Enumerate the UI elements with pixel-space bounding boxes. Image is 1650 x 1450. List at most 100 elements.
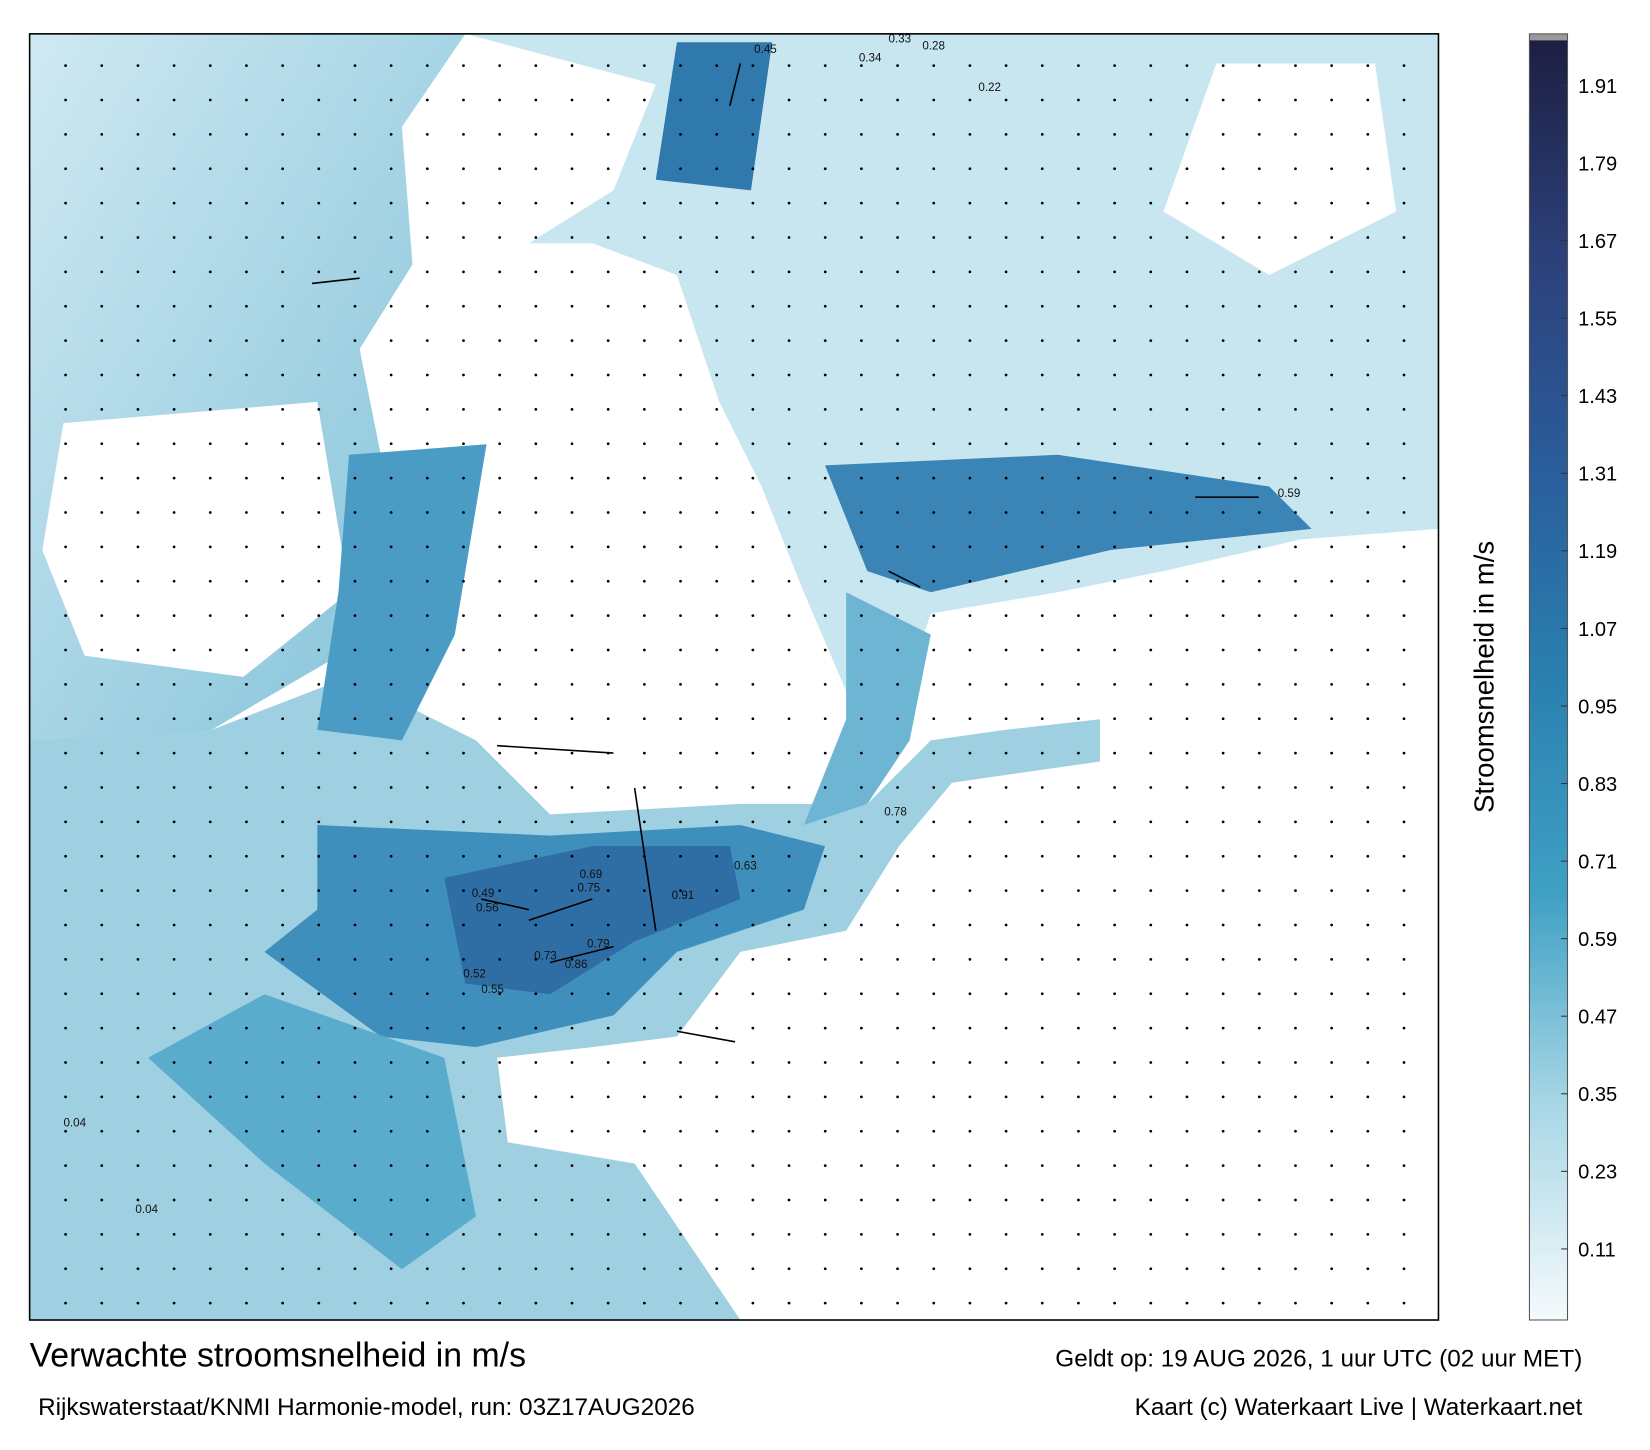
grid-dot: [679, 1267, 682, 1271]
grid-dot: [1257, 992, 1261, 996]
grid-dot: [389, 476, 393, 480]
grid-dot: [1257, 957, 1261, 961]
grid-dot: [281, 717, 284, 721]
grid-dot: [389, 751, 393, 755]
grid-dot: [1077, 511, 1080, 514]
grid-dot: [570, 923, 574, 927]
grid-dot: [1221, 442, 1225, 446]
grid-dot: [1294, 511, 1297, 514]
grid-dot: [425, 1061, 429, 1064]
grid-dot: [1040, 476, 1044, 480]
grid-dot: [1004, 1129, 1008, 1133]
grid-dot: [245, 339, 248, 342]
grid-dot: [968, 957, 972, 961]
grid-dot: [1113, 923, 1116, 927]
grid-dot: [606, 682, 610, 686]
grid-dot: [932, 648, 936, 652]
grid-dot: [317, 1198, 321, 1202]
grid-dot: [570, 786, 574, 789]
grid-dot: [570, 167, 574, 171]
grid-dot: [787, 889, 791, 892]
grid-dot: [1257, 442, 1261, 446]
grid-dot: [136, 407, 140, 411]
grid-dot: [751, 270, 755, 274]
grid-dot: [208, 442, 212, 446]
grid-dot: [715, 923, 719, 927]
grid-dot: [1004, 854, 1008, 858]
colorbar-tick-label: 0.59: [1578, 929, 1617, 951]
grid-dot: [570, 1198, 574, 1202]
grid-dot: [1113, 407, 1116, 411]
grid-dot: [1257, 751, 1261, 755]
grid-dot: [642, 682, 646, 686]
grid-dot: [606, 64, 610, 67]
grid-dot: [932, 1095, 936, 1099]
grid-dot: [787, 1129, 791, 1133]
grid-dot: [462, 339, 465, 342]
grid-dot: [642, 1095, 646, 1099]
grid-dot: [1330, 270, 1334, 274]
grid-dot: [64, 1164, 67, 1167]
grid-dot: [1221, 270, 1225, 274]
grid-dot: [787, 614, 791, 617]
grid-dot: [317, 339, 321, 342]
grid-dot: [100, 579, 104, 583]
grid-dot: [1366, 889, 1370, 892]
grid-dot: [172, 751, 176, 755]
grid-dot: [679, 614, 682, 617]
grid-dot: [1149, 1198, 1153, 1202]
grid-dot: [389, 579, 393, 583]
grid-dot: [281, 339, 284, 342]
grid-dot: [281, 64, 284, 67]
grid-dot: [136, 923, 140, 927]
grid-dot: [1221, 511, 1225, 514]
grid-dot: [932, 167, 936, 171]
grid-dot: [1113, 1267, 1116, 1271]
grid-dot: [100, 820, 104, 824]
grid-dot: [136, 1026, 140, 1030]
grid-dot: [462, 682, 465, 686]
grid-dot: [534, 167, 538, 171]
grid-dot: [425, 717, 429, 721]
grid-dot: [1257, 64, 1261, 67]
grid-dot: [425, 442, 429, 446]
grid-dot: [353, 373, 357, 377]
grid-dot: [498, 1061, 502, 1064]
grid-dot: [642, 614, 646, 617]
current-label: 0.52: [463, 967, 486, 980]
grid-dot: [679, 407, 682, 411]
grid-dot: [1113, 1129, 1116, 1133]
grid-dot: [679, 98, 682, 102]
grid-dot: [64, 304, 67, 308]
grid-dot: [1366, 98, 1370, 102]
grid-dot: [1366, 132, 1370, 136]
grid-dot: [100, 682, 104, 686]
grid-dot: [606, 511, 610, 514]
grid-dot: [281, 889, 284, 892]
grid-dot: [751, 923, 755, 927]
grid-dot: [1402, 648, 1406, 652]
grid-dot: [317, 304, 321, 308]
grid-dot: [1402, 442, 1406, 446]
grid-dot: [208, 1061, 212, 1064]
grid-dot: [1330, 1232, 1334, 1236]
grid-dot: [679, 167, 682, 171]
grid-dot: [208, 545, 212, 549]
grid-dot: [317, 1164, 321, 1167]
grid-dot: [1402, 682, 1406, 686]
grid-dot: [1004, 1267, 1008, 1271]
grid-dot: [1221, 304, 1225, 308]
grid-dot: [823, 1026, 827, 1030]
grid-dot: [860, 236, 863, 239]
grid-dot: [172, 786, 176, 789]
grid-dot: [136, 270, 140, 274]
grid-dot: [498, 614, 502, 617]
grid-dot: [715, 957, 719, 961]
grid-dot: [281, 270, 284, 274]
grid-dot: [1402, 854, 1406, 858]
grid-dot: [64, 648, 67, 652]
grid-dot: [389, 1095, 393, 1099]
grid-dot: [1221, 1061, 1225, 1064]
grid-dot: [1040, 64, 1044, 67]
